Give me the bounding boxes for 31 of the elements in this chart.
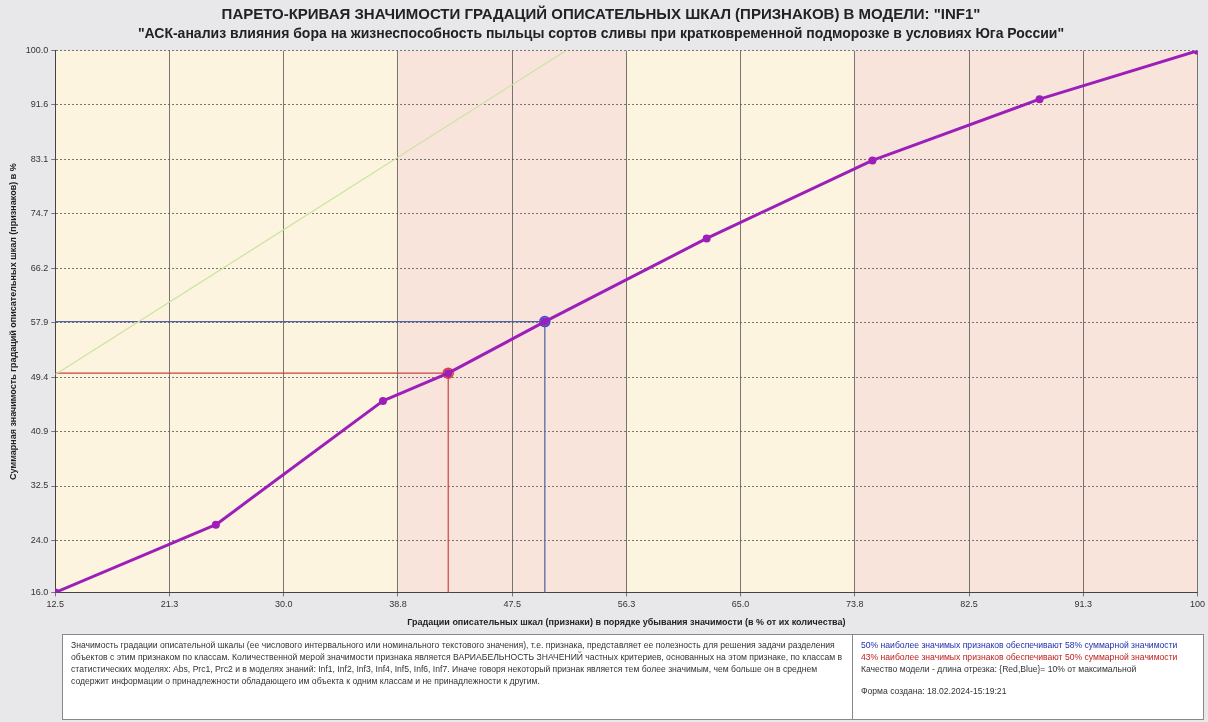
y-tick-label: 40.9 xyxy=(30,426,49,437)
x-tick-label: 65.0 xyxy=(731,599,750,610)
text: Значимость градации описательной шкалы (ее числового интервального или номинального текстового значения), т.е. признака, представляет ее полезность для решения задачи разделения объектов с этим признаком по классам. Количественной мерой значимости признака является ВАРИАБЕЛЬНОСТЬ ЗНАЧЕНИЙ частных критериев, основанных на этом признаке, по классам в статистических моделях: Abs, Prc1, Prc2 и в моделях знаний: Inf1, Inf2, Inf3, Inf4, Inf5, Inf6, Inf7. Иначе говоря некоторый признак является тем более значимым, чем больше он в среднем содержит информации о принадлежности обладающего им объекта к одним классам и не принадлежности к другим. xyxy=(71,639,844,687)
x-tick-label: 100 xyxy=(1189,599,1206,610)
x-tick-label: 21.3 xyxy=(160,599,179,610)
x-tick-label: 12.5 xyxy=(46,599,65,610)
text: 50% наиболее значимых признаков обеспечивают 58% суммарной значимости xyxy=(861,639,1179,651)
text: Форма создана: 18.02.2024-15:19:21 xyxy=(861,685,1008,697)
text: Качество модели - длина отрезка: {Red,Blue}= 10% от максимальной xyxy=(861,663,1138,675)
y-tick-label: 74.7 xyxy=(30,208,49,219)
chart-title: ПАРЕТО-КРИВАЯ ЗНАЧИМОСТИ ГРАДАЦИЙ ОПИСАТЕЛЬНЫХ ШКАЛ (ПРИЗНАКОВ) В МОДЕЛИ: "INF1" xyxy=(221,5,981,23)
y-tick-label: 24.0 xyxy=(30,535,49,546)
y-axis-title: Суммарная значимость градаций описательных шкал (признаков) в % xyxy=(7,163,18,480)
y-tick-label: 91.6 xyxy=(30,99,49,110)
x-axis-title: Градации описательных шкал (признаки) в порядке убывания значимости (в % от их количества) xyxy=(407,617,846,628)
x-tick-label: 82.5 xyxy=(960,599,978,610)
y-tick-label: 83.1 xyxy=(30,154,49,165)
x-tick-label: 56.3 xyxy=(617,599,636,610)
y-tick-label: 57.9 xyxy=(30,316,49,327)
y-tick-label: 16.0 xyxy=(30,586,49,597)
x-tick-label: 73.8 xyxy=(846,599,864,610)
x-tick-label: 38.8 xyxy=(389,599,407,610)
y-tick-label: 66.2 xyxy=(30,263,49,274)
y-tick-label: 100.0 xyxy=(25,45,49,56)
x-tick-label: 91.3 xyxy=(1074,599,1093,610)
text: 43% наиболее значимых признаков обеспечивают 50% суммарной значимости xyxy=(861,651,1179,663)
chart-subtitle: "АСК-анализ влияния бора на жизнеспособность пыльцы сортов сливы при кратковременной подморозке в условиях Юга России" xyxy=(137,25,1065,42)
x-tick-label: 47.5 xyxy=(503,599,521,610)
y-tick-label: 32.5 xyxy=(30,480,49,491)
x-tick-label: 30.0 xyxy=(274,599,293,610)
y-tick-label: 49.4 xyxy=(30,371,49,382)
